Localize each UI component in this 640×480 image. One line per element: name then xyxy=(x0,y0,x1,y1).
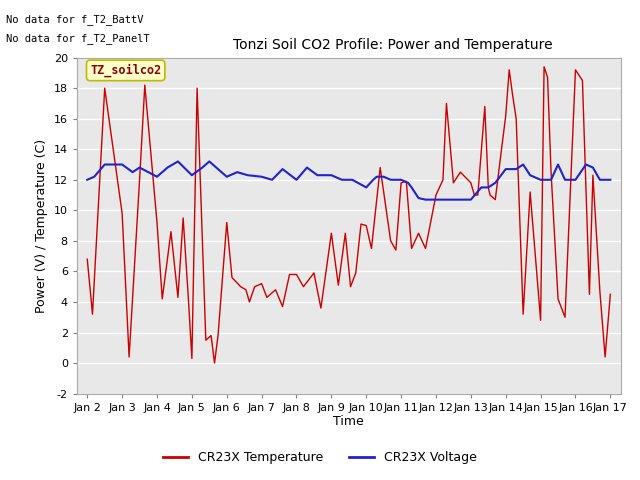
Text: No data for f_T2_PanelT: No data for f_T2_PanelT xyxy=(6,33,150,44)
X-axis label: Time: Time xyxy=(333,415,364,429)
Y-axis label: Power (V) / Temperature (C): Power (V) / Temperature (C) xyxy=(35,139,48,312)
Legend: CR23X Temperature, CR23X Voltage: CR23X Temperature, CR23X Voltage xyxy=(159,446,481,469)
Title: Tonzi Soil CO2 Profile: Power and Temperature: Tonzi Soil CO2 Profile: Power and Temper… xyxy=(232,38,552,52)
Text: TZ_soilco2: TZ_soilco2 xyxy=(90,64,161,77)
Text: No data for f_T2_BattV: No data for f_T2_BattV xyxy=(6,13,144,24)
